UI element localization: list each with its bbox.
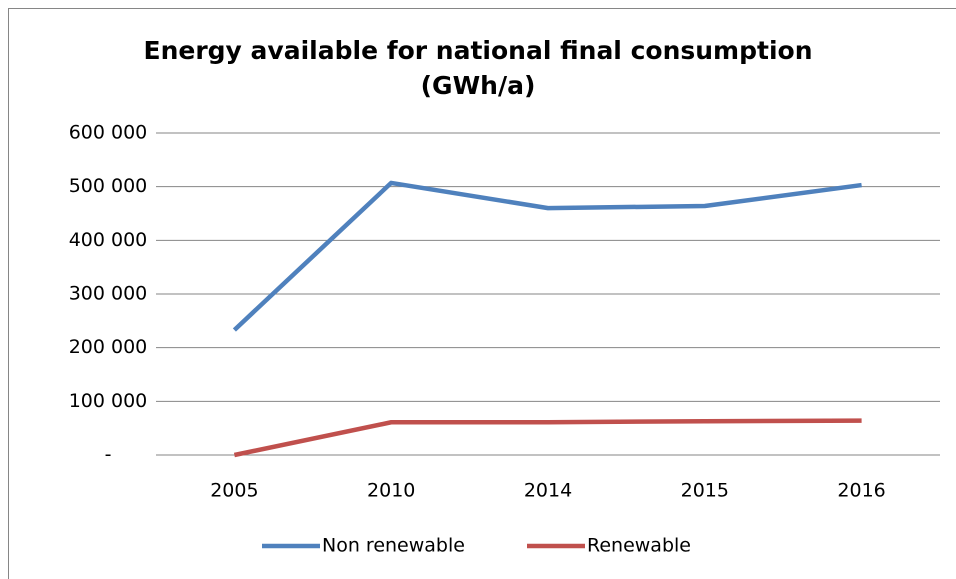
x-tick-label: 2014 — [524, 480, 572, 502]
x-tick-label: 2010 — [367, 480, 415, 502]
chart-title: Energy available for national final cons… — [144, 36, 813, 65]
y-tick-label: 600 000 — [69, 122, 148, 144]
y-tick-label: - — [105, 444, 112, 466]
x-tick-label: 2005 — [210, 480, 258, 502]
x-tick-label: 2015 — [681, 480, 729, 502]
line-series — [232, 180, 862, 332]
y-tick-label: 500 000 — [69, 175, 148, 197]
y-tick-label: 200 000 — [69, 336, 148, 358]
y-tick-label: 400 000 — [69, 229, 148, 251]
x-tick-label: 2016 — [837, 480, 885, 502]
legend-label: Non renewable — [322, 535, 465, 557]
y-tick-label: 100 000 — [69, 390, 148, 412]
legend-label: Renewable — [587, 535, 691, 557]
line-series — [233, 418, 862, 458]
chart-title: (GWh/a) — [421, 71, 536, 100]
y-tick-label: 300 000 — [69, 283, 148, 305]
